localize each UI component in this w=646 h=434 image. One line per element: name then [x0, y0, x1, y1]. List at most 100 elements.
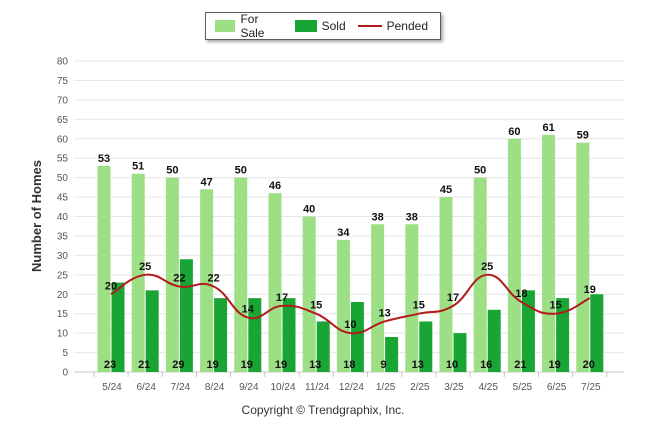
data-label-pended: 19	[584, 284, 596, 296]
y-tick-label: 55	[57, 154, 69, 165]
data-label-pended: 17	[447, 292, 459, 304]
bar-sold	[453, 333, 467, 372]
data-label-for-sale: 50	[474, 165, 486, 177]
x-tick-label: 2/25	[410, 382, 430, 393]
bar-for-sale	[97, 165, 111, 372]
data-label-pended: 22	[207, 272, 219, 284]
bar-sold	[556, 298, 570, 372]
bar-for-sale	[507, 138, 521, 372]
data-label-pended: 15	[549, 300, 561, 312]
data-label-pended: 17	[276, 292, 288, 304]
data-label-pended: 15	[413, 300, 425, 312]
data-label-for-sale: 46	[269, 180, 281, 192]
data-label-pended: 22	[173, 272, 185, 284]
data-label-for-sale: 40	[303, 204, 315, 216]
bar-for-sale	[405, 224, 419, 372]
bar-sold	[385, 337, 399, 372]
data-label-sold: 20	[583, 359, 595, 371]
copyright-text: Copyright © Trendgraphix, Inc.	[241, 403, 405, 417]
bar-for-sale	[165, 177, 179, 372]
x-tick-label: 11/24	[305, 382, 330, 393]
data-label-for-sale: 38	[371, 211, 383, 223]
data-label-for-sale: 59	[577, 130, 589, 142]
x-tick-label: 8/24	[205, 382, 225, 393]
pended-line-icon	[357, 25, 382, 27]
data-label-for-sale: 47	[200, 176, 212, 188]
data-label-for-sale: 38	[406, 211, 418, 223]
bar-for-sale	[439, 197, 453, 372]
x-tick-label: 12/24	[339, 382, 364, 393]
x-tick-label: 6/25	[547, 382, 567, 393]
bar-for-sale	[234, 177, 248, 372]
y-tick-label: 30	[57, 251, 69, 262]
data-label-pended: 25	[481, 261, 493, 273]
bar-for-sale	[576, 142, 590, 372]
data-label-sold: 13	[412, 359, 424, 371]
bar-for-sale	[268, 193, 282, 372]
data-label-sold: 18	[343, 359, 355, 371]
x-tick-label: 5/24	[102, 382, 122, 393]
data-label-sold: 19	[206, 359, 218, 371]
data-label-for-sale: 50	[235, 165, 247, 177]
y-axis-title: Number of Homes	[29, 160, 44, 272]
x-tick-label: 9/24	[239, 382, 259, 393]
bar-for-sale	[336, 239, 350, 372]
y-axis: 0 5 10 15 20 25 30 35 40 45 50 55 60 65 70 75 80	[57, 57, 69, 379]
bar-sold	[419, 321, 433, 372]
data-label-for-sale: 45	[440, 184, 452, 196]
y-tick-label: 60	[57, 134, 69, 145]
legend-item-for-sale[interactable]: For Sale	[215, 12, 283, 40]
legend-label-for-sale: For Sale	[240, 12, 265, 40]
data-label-sold: 9	[381, 359, 387, 371]
bar-for-sale	[542, 134, 556, 372]
data-label-pended: 20	[105, 280, 117, 292]
x-tick-label: 3/25	[444, 382, 464, 393]
legend-label-pended: Pended	[386, 19, 428, 33]
data-labels: 53 23 51 21 50 29 47 19 50 19 46 19 40 13 34 18 38 9 38 13 4…	[98, 122, 596, 371]
x-tick-label: 5/25	[513, 382, 533, 393]
legend-item-sold[interactable]: Sold	[294, 19, 346, 33]
y-tick-label: 65	[57, 115, 69, 126]
y-tick-label: 75	[57, 76, 69, 87]
data-label-for-sale: 60	[508, 126, 520, 138]
data-label-for-sale: 51	[132, 161, 144, 173]
data-label-sold: 16	[480, 359, 492, 371]
legend-item-pended[interactable]: Pended	[357, 19, 428, 33]
x-tick-label: 1/25	[376, 382, 396, 393]
data-label-sold: 21	[514, 359, 526, 371]
pended-series-line	[110, 273, 591, 335]
bar-sold	[350, 302, 364, 372]
data-label-for-sale: 50	[166, 165, 178, 177]
data-label-pended: 14	[242, 304, 255, 316]
x-tick-label: 10/24	[270, 382, 295, 393]
bar-sold	[521, 290, 535, 372]
y-tick-label: 45	[57, 193, 69, 204]
bar-sold	[282, 298, 296, 372]
bar-for-sale	[302, 216, 316, 372]
bar-sold	[316, 321, 330, 372]
bar-sold	[487, 309, 501, 372]
y-tick-label: 25	[57, 270, 69, 281]
x-tick-label: 6/24	[136, 382, 156, 393]
bar-sold	[214, 298, 228, 372]
y-tick-label: 50	[57, 173, 69, 184]
x-tick-label: 7/24	[171, 382, 191, 393]
y-tick-label: 80	[57, 57, 69, 68]
data-label-sold: 19	[548, 359, 560, 371]
y-tick-label: 40	[57, 212, 69, 223]
bar-sold	[111, 282, 125, 372]
bar-sold	[590, 294, 604, 372]
data-label-pended: 15	[310, 300, 322, 312]
y-tick-label: 35	[57, 231, 69, 242]
bars	[97, 134, 604, 372]
bar-for-sale	[200, 189, 214, 372]
data-label-for-sale: 34	[337, 227, 350, 239]
bar-for-sale	[473, 177, 487, 372]
x-tick-label: 4/25	[478, 382, 498, 393]
y-tick-label: 10	[57, 329, 69, 340]
x-tick-label: 7/25	[581, 382, 601, 393]
data-label-sold: 10	[446, 359, 458, 371]
data-label-sold: 19	[241, 359, 253, 371]
bar-for-sale	[131, 173, 145, 372]
